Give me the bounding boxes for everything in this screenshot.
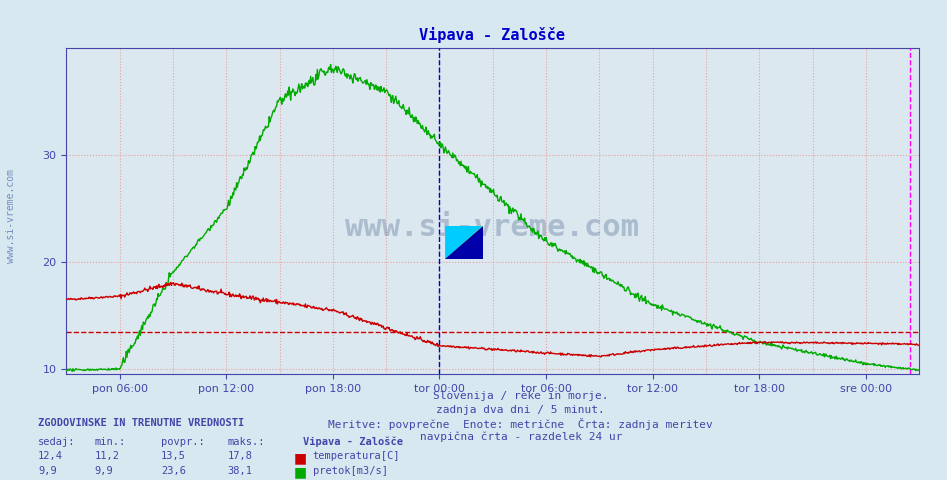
Text: 13,5: 13,5 (161, 451, 186, 461)
Text: 17,8: 17,8 (227, 451, 252, 461)
Text: www.si-vreme.com: www.si-vreme.com (346, 213, 639, 242)
Text: navpična črta - razdelek 24 ur: navpična črta - razdelek 24 ur (420, 432, 622, 442)
Text: 38,1: 38,1 (227, 466, 252, 476)
Text: ■: ■ (294, 451, 307, 465)
Text: ZGODOVINSKE IN TRENUTNE VREDNOSTI: ZGODOVINSKE IN TRENUTNE VREDNOSTI (38, 418, 244, 428)
Text: ■: ■ (294, 466, 307, 480)
Title: Vipava - Zalošče: Vipava - Zalošče (420, 27, 565, 43)
Text: 23,6: 23,6 (161, 466, 186, 476)
Polygon shape (445, 226, 483, 259)
Text: www.si-vreme.com: www.si-vreme.com (7, 169, 16, 263)
Text: zadnja dva dni / 5 minut.: zadnja dva dni / 5 minut. (437, 405, 605, 415)
Text: sedaj:: sedaj: (38, 437, 76, 447)
Text: povpr.:: povpr.: (161, 437, 205, 447)
Text: 12,4: 12,4 (38, 451, 63, 461)
Text: Meritve: povprečne  Enote: metrične  Črta: zadnja meritev: Meritve: povprečne Enote: metrične Črta:… (329, 418, 713, 430)
Text: 9,9: 9,9 (38, 466, 57, 476)
Text: pretok[m3/s]: pretok[m3/s] (313, 466, 387, 476)
Text: min.:: min.: (95, 437, 126, 447)
Text: temperatura[C]: temperatura[C] (313, 451, 400, 461)
Text: Slovenija / reke in morje.: Slovenija / reke in morje. (433, 391, 609, 401)
Text: Vipava - Zalošče: Vipava - Zalošče (303, 437, 403, 447)
Text: 9,9: 9,9 (95, 466, 114, 476)
Text: maks.:: maks.: (227, 437, 265, 447)
Text: 11,2: 11,2 (95, 451, 119, 461)
Polygon shape (445, 226, 483, 259)
